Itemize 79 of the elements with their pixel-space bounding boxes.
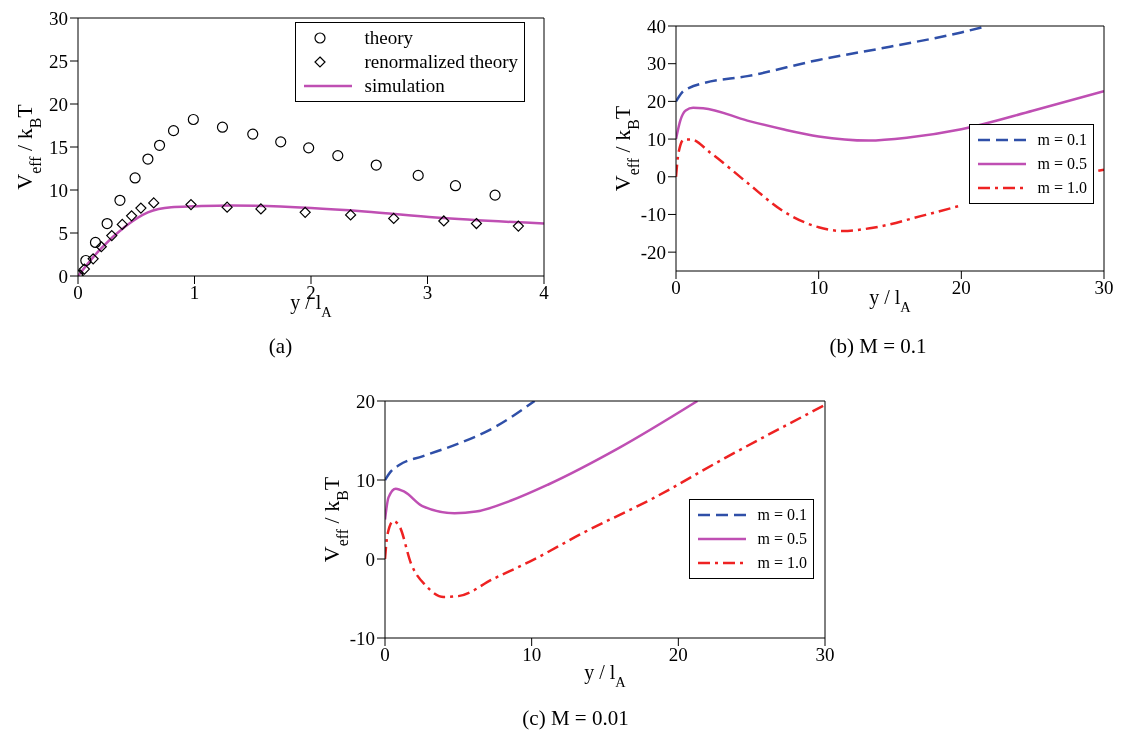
point <box>106 229 118 242</box>
x-tick-label: 0 <box>73 282 83 304</box>
x-axis-title: y / l$_{A}$ <box>869 286 912 315</box>
x-tick-label: 10 <box>522 644 542 666</box>
x-tick-label: 4 <box>539 282 550 304</box>
x-tick-label: 30 <box>1094 277 1114 299</box>
point <box>78 263 91 275</box>
y-tick-label: 10 <box>356 469 375 491</box>
point <box>345 209 357 221</box>
x-tick-label: 0 <box>380 644 390 666</box>
text: (a) <box>267 334 294 359</box>
y-tick-label: 15 <box>49 136 68 158</box>
point <box>95 241 107 253</box>
point <box>89 236 102 249</box>
point <box>116 218 128 230</box>
point <box>370 159 382 171</box>
legend-label: simulation <box>364 74 445 98</box>
x-tick-label: 20 <box>668 644 688 666</box>
point <box>142 153 154 165</box>
point <box>438 215 450 227</box>
y-tick-label: 5 <box>58 222 68 244</box>
text: (c) M = 0.01 <box>521 706 630 731</box>
point <box>255 203 267 215</box>
x-axis-title: y / l$_{A}$ <box>584 661 627 690</box>
y-tick-label: 40 <box>647 15 666 37</box>
y-tick-label: -10 <box>349 627 375 649</box>
point <box>148 197 160 209</box>
point <box>87 253 99 265</box>
y-tick-label: 20 <box>49 93 68 115</box>
point <box>125 210 138 222</box>
legend-label: m = 1.0 <box>1037 177 1087 198</box>
point <box>412 169 424 181</box>
y-tick-label: 0 <box>365 548 375 570</box>
y-tick-label: 30 <box>647 53 666 75</box>
point <box>299 206 311 218</box>
legend-label: m = 1.0 <box>757 552 807 573</box>
legend-label: m = 0.5 <box>757 528 807 549</box>
point <box>512 220 524 232</box>
point <box>80 254 92 267</box>
legend-label: m = 0.5 <box>1037 153 1087 174</box>
legend-label: theory <box>364 26 414 50</box>
point <box>449 180 462 192</box>
point <box>388 212 400 224</box>
point <box>187 113 199 126</box>
point <box>167 125 180 137</box>
y-tick-label: 10 <box>647 128 666 150</box>
legend-label: m = 0.1 <box>1037 129 1087 150</box>
x-tick-label: 10 <box>809 277 829 299</box>
point <box>153 139 166 151</box>
point <box>489 189 501 201</box>
point <box>221 201 233 213</box>
point <box>216 121 229 133</box>
y-tick-label: -10 <box>640 204 666 226</box>
y-tick-label: 0 <box>656 166 666 188</box>
point <box>101 217 113 230</box>
line-series <box>385 401 536 482</box>
x-tick-label: 0 <box>671 277 681 299</box>
x-tick-label: 30 <box>815 644 835 666</box>
point <box>470 217 483 230</box>
point <box>303 142 315 154</box>
point <box>275 136 287 148</box>
legend-label: renormalized theory <box>364 50 518 74</box>
legend-label: m = 0.1 <box>757 504 807 525</box>
point <box>185 199 197 211</box>
point <box>332 150 344 162</box>
y-tick-label: 25 <box>49 50 68 72</box>
text: (b) M = 0.1 <box>828 334 928 359</box>
y-tick-label: 30 <box>49 7 68 29</box>
y-tick-label: 20 <box>356 390 375 412</box>
x-tick-label: 1 <box>189 282 200 304</box>
x-tick-label: 20 <box>951 277 971 299</box>
point <box>135 202 147 214</box>
point <box>129 172 141 184</box>
y-tick-label: -20 <box>640 241 666 263</box>
point <box>114 194 126 206</box>
x-tick-label: 3 <box>422 282 433 304</box>
point <box>247 128 259 140</box>
y-tick-label: 20 <box>647 91 666 113</box>
y-tick-label: 10 <box>49 179 68 201</box>
